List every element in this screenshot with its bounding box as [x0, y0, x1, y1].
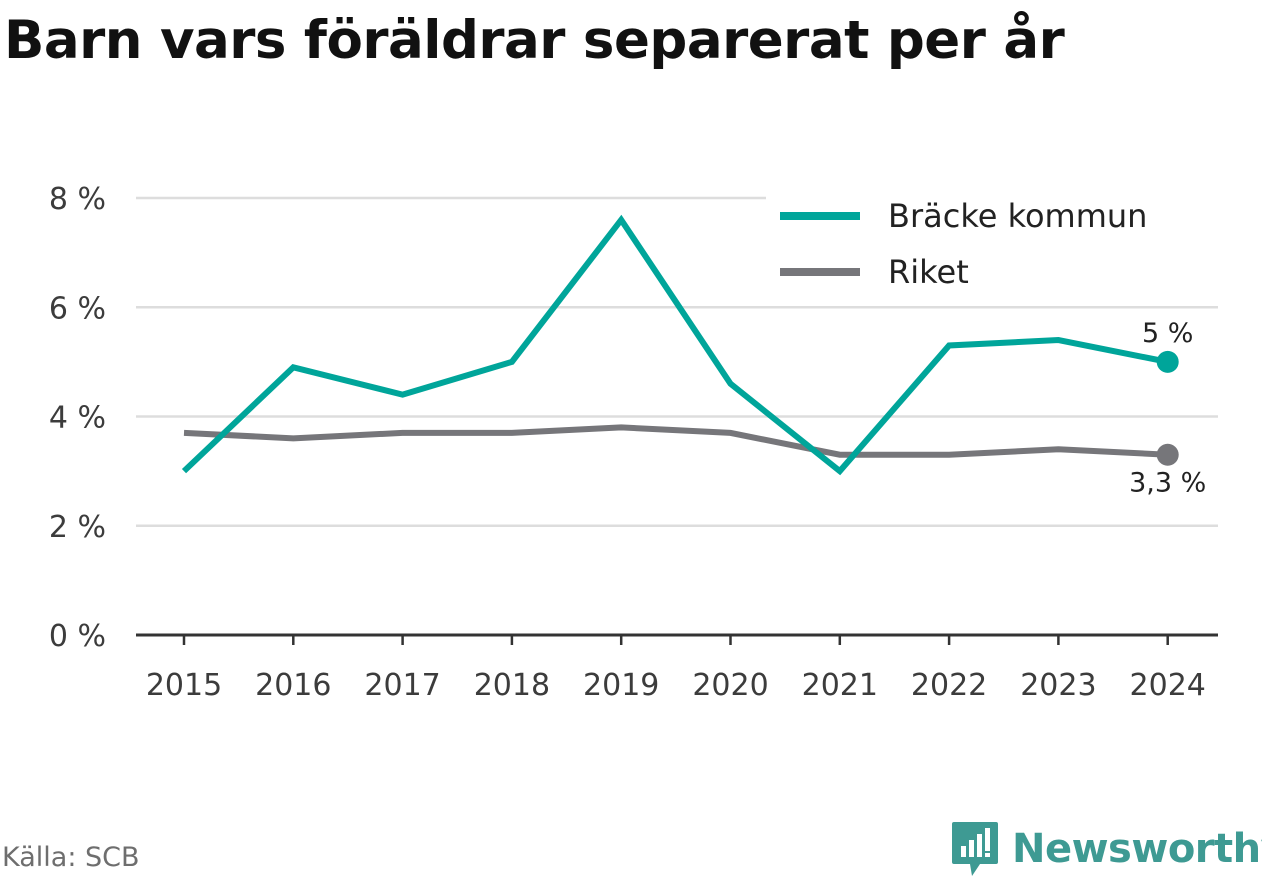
legend-background [766, 188, 1218, 306]
y-axis-ticks: 0 % 2 % 4 % 6 % 8 % [49, 182, 106, 654]
series-end-label-1: 3,3 % [1129, 468, 1206, 499]
series-lines [181, 214, 1179, 476]
series-line-0 [181, 214, 1169, 476]
y-tick-label-1: 2 % [49, 510, 106, 545]
y-tick-label-3: 6 % [49, 291, 106, 326]
legend: Bräcke kommun Riket [766, 188, 1218, 306]
series-end-marker-0 [1156, 350, 1179, 373]
y-tick-label-0: 0 % [49, 619, 106, 654]
x-tick-label-0: 2015 [146, 668, 222, 703]
x-tick-label-1: 2016 [255, 668, 331, 703]
y-tick-label-4: 8 % [49, 182, 106, 217]
series-line-1 [183, 424, 1168, 458]
series-end-marker-1 [1156, 443, 1179, 466]
legend-label-0: Bräcke kommun [888, 197, 1147, 235]
x-tick-label-3: 2018 [474, 668, 550, 703]
source-note: Källa: SCB [2, 842, 140, 873]
newsworthy-logo-icon [952, 822, 998, 876]
x-tick-label-5: 2020 [692, 668, 768, 703]
x-axis-ticks: 2015 2016 2017 2018 2019 2020 2021 2022 2023 2024 [146, 635, 1206, 703]
y-tick-label-2: 4 % [49, 401, 106, 436]
x-tick-label-9: 2024 [1130, 668, 1206, 703]
x-tick-label-7: 2022 [911, 668, 987, 703]
x-tick-label-8: 2023 [1020, 668, 1096, 703]
x-tick-label-4: 2019 [583, 668, 659, 703]
x-tick-label-2: 2017 [364, 668, 440, 703]
legend-label-1: Riket [888, 253, 969, 291]
brand-logo: Newsworthy [950, 820, 1262, 878]
series-end-label-0: 5 % [1142, 318, 1193, 349]
x-tick-label-6: 2021 [802, 668, 878, 703]
chart-title: Barn vars föräldrar separerat per år [4, 10, 1065, 71]
end-labels: 5 % 3,3 % [1129, 318, 1206, 499]
brand-name: Newsworthy [1012, 826, 1262, 872]
line-chart: 0 % 2 % 4 % 6 % 8 % 2015 2016 2017 2018 2019 2020… [49, 182, 1218, 703]
